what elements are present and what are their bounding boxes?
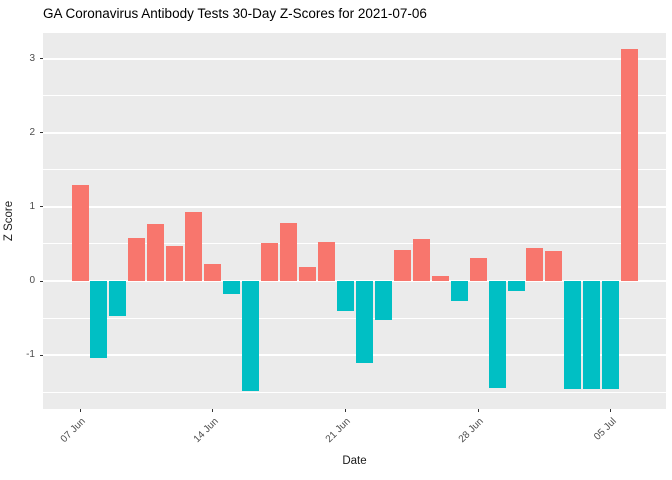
bar: [583, 281, 601, 389]
bar: [393, 249, 411, 282]
chart-title: GA Coronavirus Antibody Tests 30-Day Z-S…: [43, 6, 427, 21]
y-tick-mark: [40, 58, 43, 60]
plot-panel: [43, 33, 666, 409]
bar: [469, 258, 487, 282]
y-tick-label: 3: [29, 52, 35, 64]
bar: [602, 281, 620, 389]
bar: [71, 185, 89, 282]
gridline-major: [43, 131, 666, 134]
y-tick-mark: [40, 354, 43, 356]
y-axis-title: Z Score: [3, 200, 15, 242]
bar: [450, 281, 468, 302]
x-tick-mark: [79, 409, 81, 412]
x-tick-mark: [212, 409, 214, 412]
bar: [431, 275, 449, 282]
bar: [564, 281, 582, 389]
gridline-minor: [43, 391, 666, 393]
gridline-minor: [43, 243, 666, 245]
bar: [621, 48, 639, 282]
bar: [90, 281, 108, 359]
gridline-major: [43, 354, 666, 357]
bar: [317, 241, 335, 282]
bar: [204, 264, 222, 282]
bar: [261, 242, 279, 282]
x-tick-mark: [610, 409, 612, 412]
x-tick-mark: [477, 409, 479, 412]
bar: [280, 223, 298, 282]
y-tick-mark: [40, 206, 43, 208]
x-axis-title: Date: [342, 455, 367, 467]
bar: [128, 238, 146, 282]
bar: [374, 281, 392, 321]
gridline-major: [43, 205, 666, 208]
bar: [109, 281, 127, 316]
gridline-minor: [43, 95, 666, 97]
bar: [223, 281, 241, 295]
bar: [412, 238, 430, 282]
bar: [507, 281, 525, 292]
bar: [336, 281, 354, 311]
gridline-minor: [43, 169, 666, 171]
bar: [242, 281, 260, 391]
bar: [526, 247, 544, 282]
y-tick-label: 1: [29, 200, 35, 212]
y-tick-mark: [40, 280, 43, 282]
x-tick-mark: [344, 409, 346, 412]
bar: [166, 246, 184, 282]
y-tick-label: -1: [26, 349, 35, 361]
gridline-major: [43, 57, 666, 60]
gridline-major: [43, 280, 666, 283]
bar: [488, 281, 506, 388]
gridline-minor: [43, 317, 666, 319]
y-tick-label: 2: [29, 126, 35, 138]
bar: [185, 212, 203, 282]
bar: [355, 281, 373, 363]
bar: [298, 266, 316, 282]
y-tick-label: 0: [29, 275, 35, 287]
bar: [147, 223, 165, 282]
bar: [545, 250, 563, 282]
y-tick-mark: [40, 132, 43, 134]
